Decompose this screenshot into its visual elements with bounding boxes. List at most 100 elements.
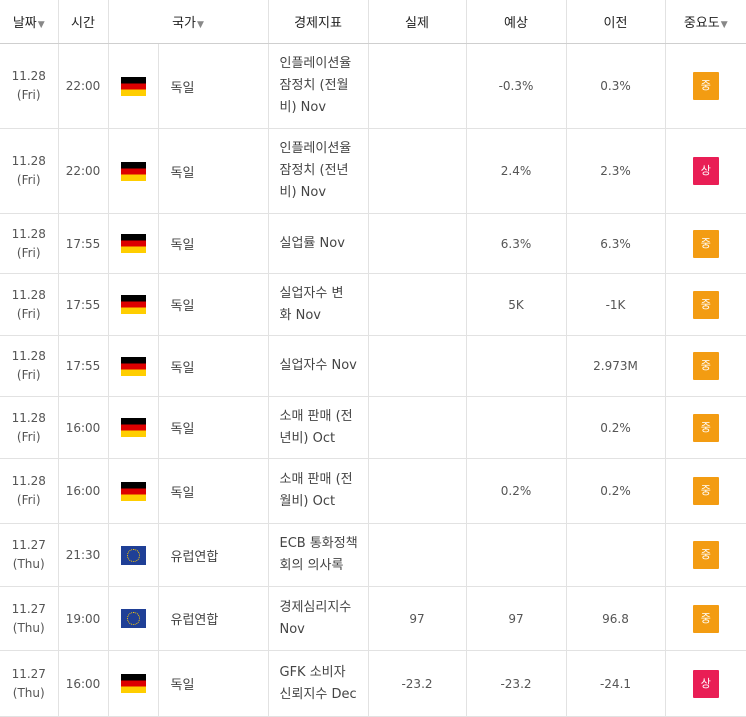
time-cell: 17:55 (58, 273, 109, 336)
table-row[interactable]: 11.28 (Fri) 22:00 독일 인플레이션율 잠정치 (전월 비) Nov -0.3… (0, 43, 746, 129)
previous-cell: 6.3% (566, 213, 666, 274)
country-cell: 유럽연합 (158, 586, 269, 651)
indicator-cell[interactable]: 소매 판매 (전 월비) Oct (268, 458, 369, 524)
table-row[interactable]: 11.28 (Fri) 16:00 독일 소매 판매 (전 월비) Oct 0.2% 0.2%… (0, 458, 746, 524)
importance-cell: 상 (665, 650, 746, 717)
date-cell: 11.28 (Fri) (0, 335, 59, 397)
germany-flag-icon (120, 161, 146, 181)
flag-cell (108, 523, 159, 587)
indicator-cell[interactable]: 실업률 Nov (268, 213, 369, 274)
indicator-line: 잠정치 (전월 (279, 78, 349, 93)
time-cell: 16:00 (58, 650, 109, 717)
table-row[interactable]: 11.27 (Thu) 19:00 유럽연합 경제심리지수 Nov 97 97 96.8 중 (0, 586, 746, 651)
column-header-actual: 실제 (368, 0, 467, 44)
previous-cell (566, 523, 666, 587)
indicator-line: 소매 판매 (전 (279, 472, 353, 487)
flag-cell (108, 458, 159, 524)
weekday-value: (Fri) (16, 306, 41, 321)
weekday-value: (Fri) (16, 173, 41, 187)
time-cell: 17:55 (58, 335, 109, 397)
indicator-cell[interactable]: ECB 통화정책 회의 의사록 (268, 523, 369, 587)
column-header-country-label: 국가 (172, 16, 196, 31)
indicator-cell[interactable]: 소매 판매 (전 년비) Oct (268, 396, 369, 459)
column-header-country[interactable]: 국가▼ (108, 0, 269, 44)
importance-cell: 중 (665, 335, 746, 397)
flag-cell (108, 335, 159, 397)
eu-stars-icon (126, 548, 140, 562)
time-cell: 22:00 (58, 43, 109, 129)
indicator-cell[interactable]: 실업자수 Nov (268, 335, 369, 397)
indicator-cell[interactable]: GFK 소비자 신뢰지수 Dec (268, 650, 369, 717)
importance-cell: 중 (665, 586, 746, 651)
indicator-line: 인플레이션율 (279, 141, 352, 156)
actual-cell (368, 213, 467, 274)
time-cell: 22:00 (58, 128, 109, 214)
column-header-forecast: 예상 (466, 0, 567, 44)
weekday-value: (Thu) (12, 620, 45, 635)
actual-cell (368, 335, 467, 397)
date-cell: 11.27 (Thu) (0, 650, 59, 717)
date-cell: 11.28 (Fri) (0, 213, 59, 274)
eu-flag-icon (120, 545, 146, 565)
table-row[interactable]: 11.27 (Thu) 16:00 독일 GFK 소비자 신뢰지수 Dec -23.2 -23… (0, 650, 746, 717)
importance-badge: 중 (692, 72, 719, 100)
actual-cell (368, 396, 467, 459)
indicator-line: 화 Nov (279, 307, 321, 323)
table-row[interactable]: 11.28 (Fri) 17:55 독일 실업률 Nov 6.3% 6.3% 중 (0, 213, 746, 274)
indicator-line: 인플레이션율 (279, 56, 352, 71)
column-header-indicator-label: 경제지표 (294, 16, 342, 31)
column-header-importance[interactable]: 중요도▼ (665, 0, 746, 44)
forecast-cell: 0.2% (466, 458, 567, 524)
importance-cell: 중 (665, 273, 746, 336)
indicator-line: 실업자수 변 (279, 285, 344, 301)
indicator-line: GFK 소비자 (279, 664, 346, 680)
previous-cell: -1K (566, 273, 666, 336)
table-row[interactable]: 11.28 (Fri) 16:00 독일 소매 판매 (전 년비) Oct 0.2% 중 (0, 396, 746, 459)
country-cell: 독일 (158, 213, 269, 274)
sort-down-icon: ▼ (37, 20, 45, 30)
country-cell: 독일 (158, 458, 269, 524)
importance-badge: 중 (692, 229, 719, 258)
indicator-cell[interactable]: 경제심리지수 Nov (268, 586, 369, 651)
country-cell: 독일 (158, 43, 269, 129)
importance-cell: 중 (665, 396, 746, 459)
eu-flag-icon (120, 609, 146, 628)
date-value: 11.27 (11, 601, 46, 616)
germany-flag-icon (120, 356, 146, 376)
indicator-cell[interactable]: 인플레이션율 잠정치 (전월 비) Nov (268, 43, 369, 129)
indicator-line: 소매 판매 (전 (279, 408, 353, 424)
indicator-line: 실업률 Nov (279, 235, 345, 251)
importance-cell: 중 (665, 523, 746, 587)
eu-stars-icon (126, 612, 140, 625)
date-value: 11.28 (11, 349, 46, 363)
previous-cell: -24.1 (566, 650, 666, 717)
indicator-cell[interactable]: 인플레이션율 잠정치 (전년 비) Nov (268, 128, 369, 214)
importance-cell: 상 (665, 128, 746, 214)
importance-cell: 중 (665, 458, 746, 524)
column-header-date[interactable]: 날짜▼ (0, 0, 59, 44)
flag-cell (108, 586, 159, 651)
date-value: 11.28 (11, 287, 46, 302)
flag-cell (108, 273, 159, 336)
actual-cell (368, 273, 467, 336)
weekday-value: (Fri) (16, 245, 41, 260)
actual-cell (368, 523, 467, 587)
table-row[interactable]: 11.28 (Fri) 17:55 독일 실업자수 Nov 2.973M 중 (0, 335, 746, 397)
table-row[interactable]: 11.27 (Thu) 21:30 유럽연합 ECB 통화정책 회의 의사록 중 (0, 523, 746, 587)
previous-cell: 96.8 (566, 586, 666, 651)
weekday-value: (Fri) (16, 88, 41, 102)
date-value: 11.27 (11, 538, 46, 552)
table-row[interactable]: 11.28 (Fri) 22:00 독일 인플레이션율 잠정치 (전년 비) Nov 2.4%… (0, 128, 746, 214)
country-cell: 독일 (158, 335, 269, 397)
sort-down-icon: ▼ (720, 20, 728, 30)
date-cell: 11.27 (Thu) (0, 586, 59, 651)
column-header-previous: 이전 (566, 0, 666, 44)
actual-cell (368, 128, 467, 214)
column-header-actual-label: 실제 (405, 16, 429, 31)
forecast-cell (466, 396, 567, 459)
germany-flag-icon (120, 674, 146, 693)
germany-flag-icon (120, 295, 146, 314)
